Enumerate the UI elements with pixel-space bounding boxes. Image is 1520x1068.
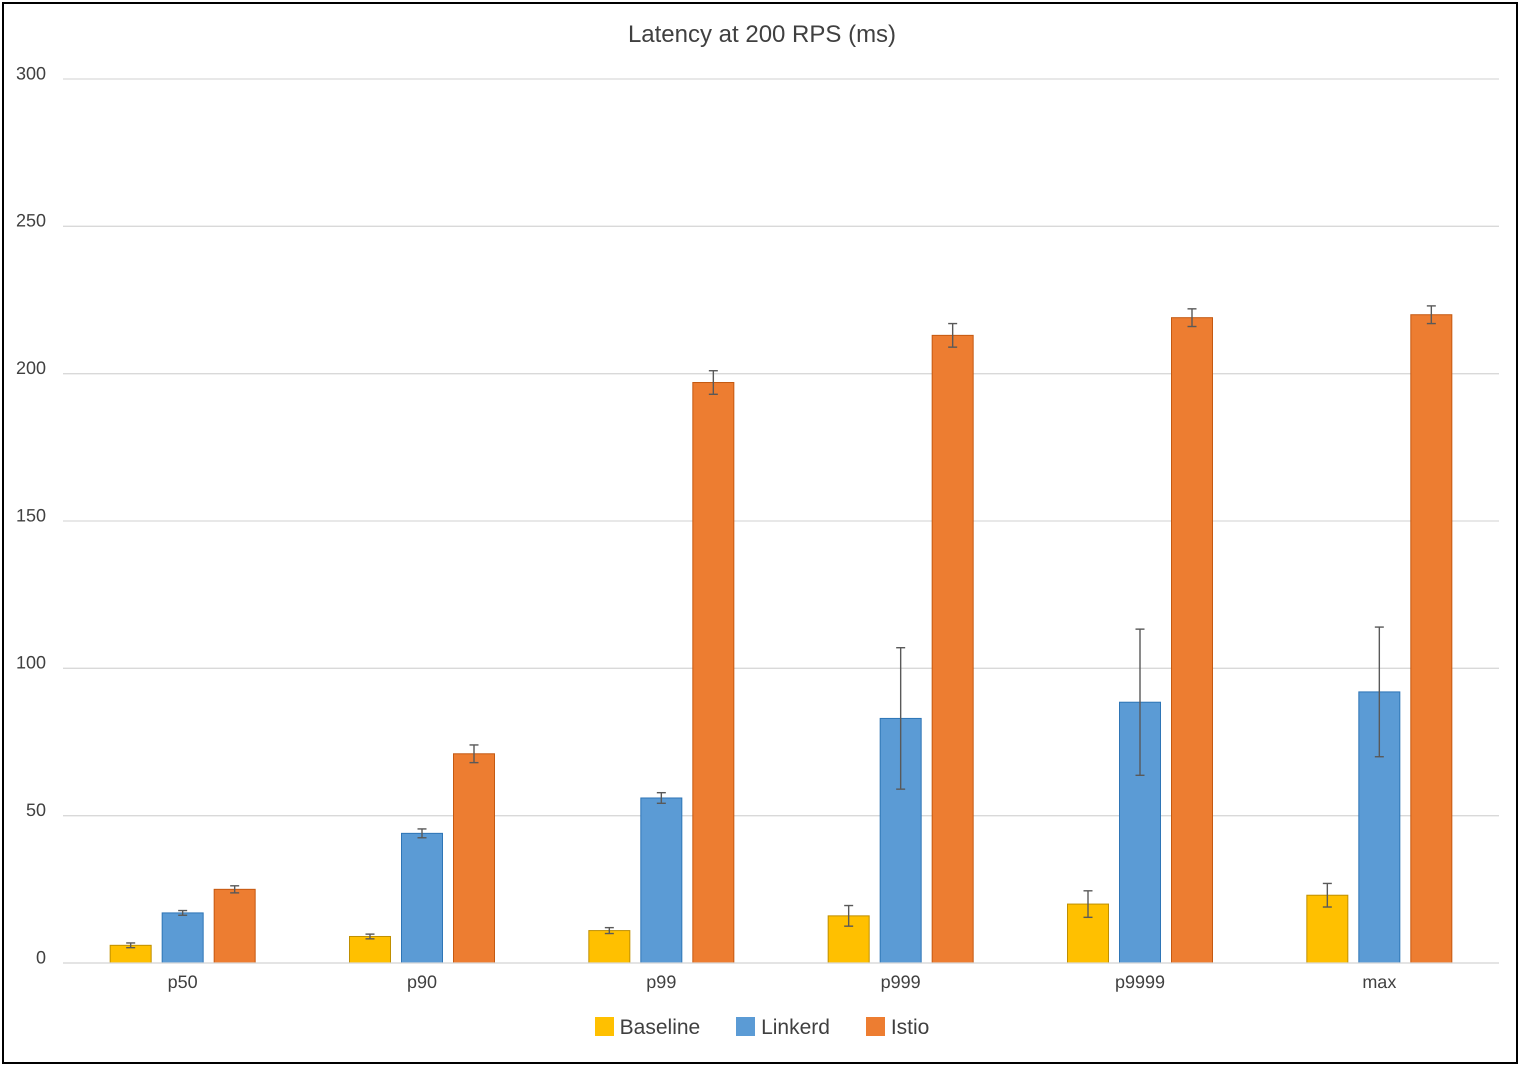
svg-text:p50: p50 [168, 972, 198, 992]
svg-text:50: 50 [26, 800, 46, 820]
svg-text:p90: p90 [407, 972, 437, 992]
svg-text:p999: p999 [881, 972, 921, 992]
svg-text:p99: p99 [646, 972, 676, 992]
svg-text:max: max [1362, 972, 1396, 992]
svg-text:p9999: p9999 [1115, 972, 1165, 992]
svg-text:150: 150 [16, 505, 46, 525]
svg-text:100: 100 [16, 653, 46, 673]
svg-text:0: 0 [36, 947, 46, 967]
svg-text:250: 250 [16, 211, 46, 231]
svg-text:200: 200 [16, 358, 46, 378]
svg-text:300: 300 [16, 63, 46, 83]
